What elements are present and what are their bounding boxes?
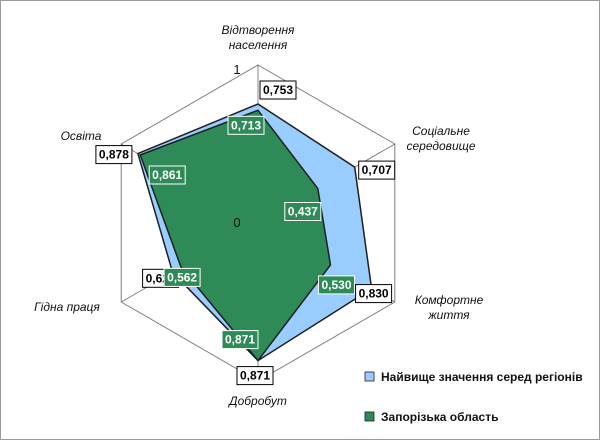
legend-swatch-2 (364, 411, 375, 422)
legend-label-2: Запорізька область (381, 410, 498, 424)
best-data-label: 0,878 (99, 148, 129, 162)
zap-data-label-box (221, 330, 259, 350)
zap-data-label: 0,530 (321, 278, 351, 292)
zap-data-label-box (163, 267, 201, 287)
zap-data-label: 0,713 (231, 118, 261, 132)
radar-series (136, 103, 373, 362)
zap-data-label: 0,437 (288, 205, 318, 219)
legend-label-1: Найвище значення серед регіонів (381, 370, 583, 384)
best-data-label-box (259, 80, 297, 100)
axis-label-4: Добробут (227, 394, 287, 408)
axis-label-1: Відтворення населення (222, 23, 296, 52)
tick-label-0: 0 (233, 215, 240, 230)
zap-data-label: 0,871 (225, 333, 255, 347)
best-data-label: 0,707 (362, 163, 392, 177)
axis-label-6: Освіта (61, 129, 102, 143)
zap-data-label-box (284, 202, 322, 221)
tick-label-1: 1 (233, 62, 240, 77)
best-data-label: 0,753 (263, 83, 293, 97)
legend-swatch-1 (364, 371, 375, 382)
radar-labels: Відтворення населення Соціальне середовище К… (34, 23, 483, 408)
legend: Найвище значення серед регіонів Запорізьк… (364, 370, 583, 424)
axis-label-3: Комфортне життя (415, 293, 484, 322)
zap-data-label-box (318, 275, 355, 295)
zap-data-label-box (227, 115, 265, 135)
best-data-label-box (358, 160, 396, 180)
axis-label-5: Гідна праця (34, 300, 100, 314)
zap-data-label: 0,562 (167, 270, 197, 284)
best-data-label-box (355, 284, 393, 304)
best-data-label: 0,871 (240, 369, 270, 383)
best-data-label: 0,830 (359, 287, 389, 301)
axis-label-2: Соціальне середовище (406, 124, 475, 153)
best-data-label-box (95, 145, 133, 165)
best-data-label-box (236, 366, 274, 386)
zap-data-label-box (148, 165, 186, 185)
zap-data-label: 0,861 (152, 168, 182, 182)
series-area-2 (139, 109, 332, 362)
